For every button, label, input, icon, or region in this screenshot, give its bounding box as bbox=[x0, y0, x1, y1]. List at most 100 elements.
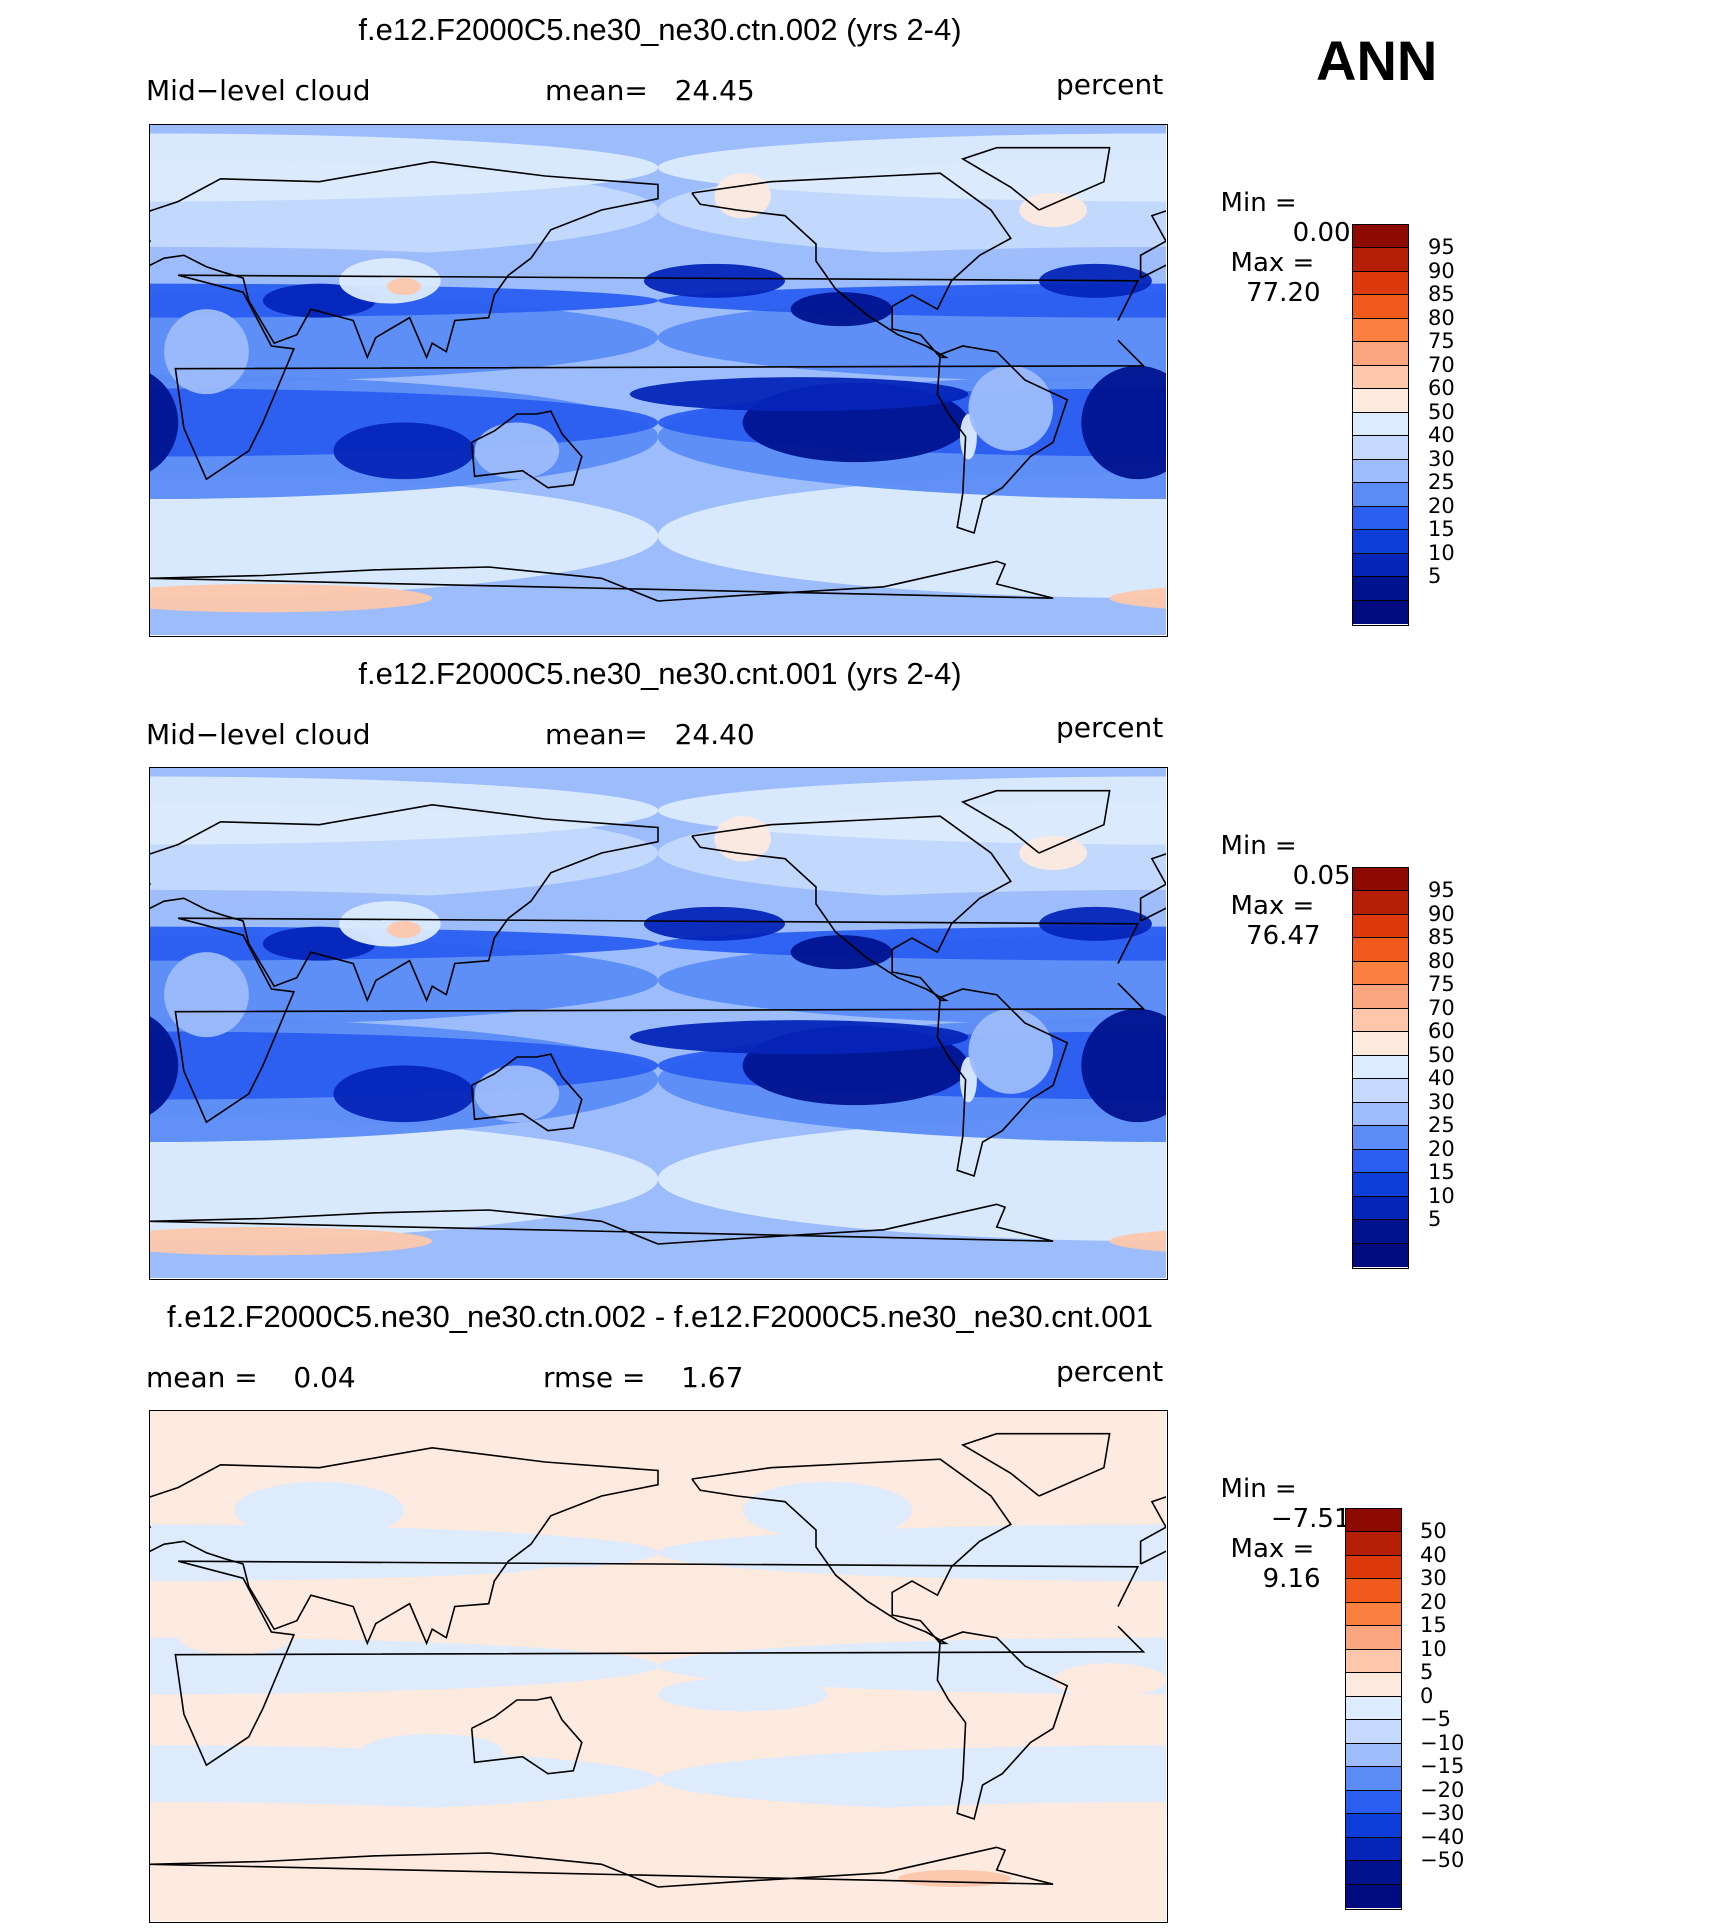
colorbar-swatch bbox=[1346, 1649, 1401, 1674]
colorbar-tick-label: 15 bbox=[1420, 1613, 1447, 1638]
colorbar-tick-label: 40 bbox=[1420, 1542, 1447, 1567]
panel3-mean: mean = 0.04 bbox=[146, 1361, 356, 1394]
colorbar-tick-label: −20 bbox=[1420, 1777, 1465, 1802]
colorbar-tick-label: 5 bbox=[1428, 1207, 1442, 1232]
contour-fill bbox=[150, 1581, 658, 1638]
colorbar-swatch bbox=[1353, 271, 1408, 296]
panel3-max-value: 9.16 bbox=[1262, 1564, 1321, 1594]
contour-fill bbox=[790, 935, 893, 970]
panel3-colorbar-labels: 50 40 30 20 15 10 5 0 −5 −10 −15 −20 −30 −40 −50 bbox=[1420, 1508, 1500, 1910]
colorbar-swatch bbox=[1353, 1243, 1408, 1267]
panel2-min-label: Min = bbox=[1220, 831, 1297, 861]
coastline-africa bbox=[174, 1560, 1146, 1767]
contour-fill bbox=[658, 776, 1166, 845]
coastline-antarctica bbox=[150, 1846, 1054, 1888]
contour-fill bbox=[150, 373, 179, 472]
panel2-mean: mean= 24.40 bbox=[545, 718, 755, 751]
colorbar-swatch bbox=[1346, 1579, 1401, 1603]
colorbar-swatch bbox=[1353, 914, 1408, 939]
colorbar-tick-label: 60 bbox=[1428, 376, 1455, 401]
colorbar-swatch bbox=[1353, 342, 1408, 366]
coastline-greenland bbox=[960, 1432, 1111, 1497]
colorbar-tick-label: 30 bbox=[1428, 446, 1455, 471]
colorbar-swatch bbox=[1346, 1626, 1401, 1650]
colorbar-tick-label: 5 bbox=[1420, 1660, 1434, 1685]
coastline-greenland bbox=[960, 146, 1111, 211]
colorbar-tick-label: 70 bbox=[1428, 995, 1455, 1020]
panel1-min-value: 0.00 bbox=[1292, 218, 1351, 248]
colorbar-swatch bbox=[1353, 412, 1408, 437]
colorbar-tick-label: 20 bbox=[1428, 493, 1455, 518]
colorbar-swatch bbox=[1353, 1032, 1408, 1056]
contour-fill bbox=[387, 921, 421, 938]
colorbar-tick-label: −40 bbox=[1420, 1824, 1465, 1849]
panel2-units: percent bbox=[1056, 711, 1164, 744]
colorbar-tick-label: 70 bbox=[1428, 352, 1455, 377]
colorbar-tick-label: 90 bbox=[1428, 901, 1455, 926]
colorbar-tick-label: −30 bbox=[1420, 1801, 1465, 1826]
panel1-map bbox=[149, 124, 1168, 637]
contour-fill bbox=[1019, 836, 1087, 870]
colorbar-tick-label: 30 bbox=[1428, 1089, 1455, 1114]
colorbar-tick-label: 25 bbox=[1428, 1113, 1455, 1138]
colorbar-tick-label: 90 bbox=[1428, 258, 1455, 283]
colorbar-swatch bbox=[1353, 530, 1408, 554]
colorbar-tick-label: 50 bbox=[1420, 1519, 1447, 1544]
contour-fill bbox=[1081, 365, 1166, 480]
panel3-max-label: Max = bbox=[1230, 1534, 1315, 1564]
panel2-title: f.e12.F2000C5.ne30_ne30.cnt.001 (yrs 2-4… bbox=[358, 656, 962, 691]
panel1-mean: mean= 24.45 bbox=[545, 74, 755, 107]
colorbar-swatch bbox=[1346, 1555, 1401, 1580]
colorbar-swatch bbox=[1346, 1602, 1401, 1627]
contour-fill bbox=[643, 263, 785, 298]
colorbar-swatch bbox=[1353, 1173, 1408, 1197]
contour-fill bbox=[742, 1481, 912, 1539]
colorbar-swatch bbox=[1353, 295, 1408, 319]
colorbar-swatch bbox=[1353, 389, 1408, 413]
contour-fill bbox=[658, 1802, 1166, 1870]
colorbar-swatch bbox=[1346, 1509, 1401, 1533]
colorbar-swatch bbox=[1346, 1720, 1401, 1744]
colorbar-swatch bbox=[1346, 1767, 1401, 1791]
colorbar-swatch bbox=[1353, 891, 1408, 915]
contour-fill bbox=[474, 1065, 560, 1123]
colorbar-swatch bbox=[1353, 225, 1408, 249]
colorbar-swatch bbox=[1346, 1837, 1401, 1862]
colorbar-tick-label: 75 bbox=[1428, 329, 1455, 354]
colorbar-tick-label: 50 bbox=[1428, 1042, 1455, 1067]
contour-fill bbox=[629, 377, 969, 412]
colorbar-swatch bbox=[1353, 318, 1408, 343]
contour-fill bbox=[333, 1065, 475, 1123]
contour-fill bbox=[658, 1581, 1166, 1638]
colorbar-swatch bbox=[1346, 1814, 1401, 1838]
colorbar-swatch bbox=[1346, 1532, 1401, 1556]
panel2-colorbar-labels: 95 90 85 80 75 70 60 50 40 30 25 20 15 10 5 bbox=[1428, 867, 1508, 1269]
contour-fill bbox=[339, 258, 441, 304]
contour-fill bbox=[790, 292, 893, 327]
contour-fill bbox=[150, 1116, 658, 1242]
panel1-colorbar bbox=[1352, 224, 1409, 626]
panel2-colorbar bbox=[1352, 867, 1409, 1269]
panel2-map bbox=[149, 767, 1168, 1280]
colorbar-swatch bbox=[1353, 985, 1408, 1009]
panel2-field-label: Mid−level cloud bbox=[146, 718, 371, 751]
panel3-map bbox=[149, 1410, 1168, 1923]
colorbar-tick-label: 40 bbox=[1428, 423, 1455, 448]
contour-fill bbox=[1109, 1230, 1166, 1252]
contour-fill bbox=[658, 1745, 1166, 1814]
colorbar-tick-label: −15 bbox=[1420, 1754, 1465, 1779]
coastline-antarctica bbox=[150, 560, 1054, 602]
panel1-title: f.e12.F2000C5.ne30_ne30.ctn.002 (yrs 2-4… bbox=[358, 12, 962, 47]
contour-fill bbox=[658, 473, 1166, 599]
colorbar-swatch bbox=[1353, 506, 1408, 531]
panel3-units: percent bbox=[1056, 1355, 1164, 1388]
panel2-min-value: 0.05 bbox=[1292, 861, 1351, 891]
contour-fill bbox=[502, 1566, 644, 1596]
colorbar-swatch bbox=[1353, 1196, 1408, 1221]
contour-fill bbox=[150, 584, 433, 613]
colorbar-swatch bbox=[1353, 1008, 1408, 1033]
contour-fill bbox=[339, 901, 441, 947]
coastline-north-america bbox=[691, 815, 1012, 1002]
contour-fill bbox=[658, 1116, 1166, 1242]
colorbar-swatch bbox=[1353, 868, 1408, 892]
